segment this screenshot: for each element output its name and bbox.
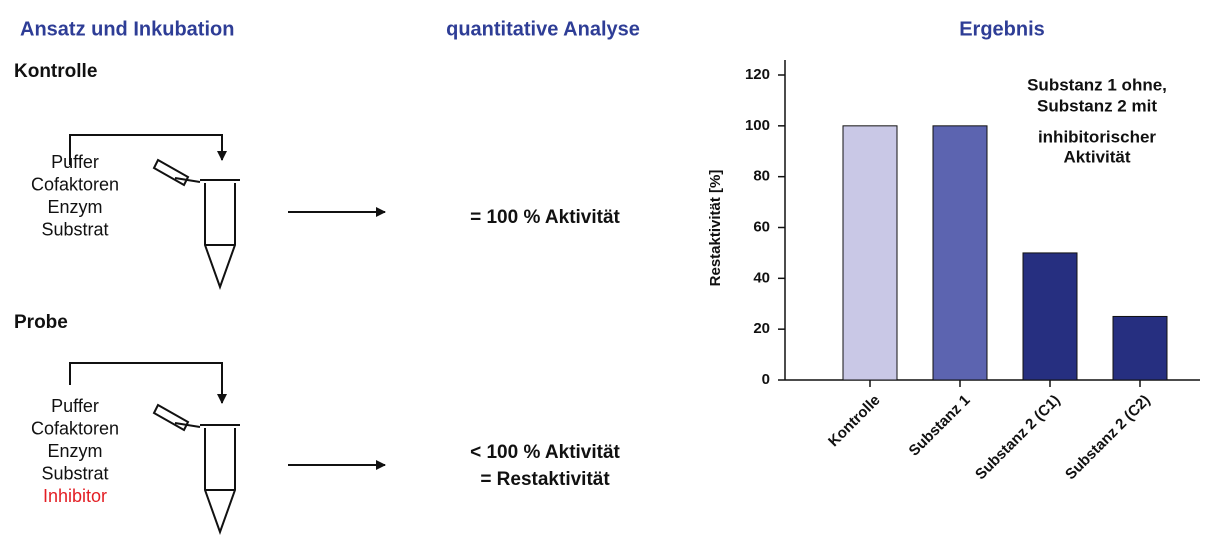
x-tick-label: Substanz 1 (906, 392, 974, 460)
result: = Restaktivität (480, 469, 610, 490)
header-middle: quantitative Analyse (446, 18, 640, 40)
ingredient: Cofaktoren (31, 174, 119, 194)
y-tick-label: 120 (745, 66, 770, 83)
annotation: Substanz 2 mit (1037, 96, 1157, 115)
header-left: Ansatz und Inkubation (20, 18, 234, 40)
bar (1022, 252, 1078, 381)
ingredient: Puffer (51, 396, 99, 416)
annotation: Substanz 1 ohne, (1027, 75, 1167, 94)
x-tick-label: Substanz 2 (C1) (972, 392, 1064, 484)
ingredient: Substrat (41, 463, 108, 483)
y-tick-label: 0 (762, 371, 770, 388)
bar (932, 125, 988, 381)
x-tick-label: Substanz 2 (C2) (1062, 392, 1154, 484)
annotation: Aktivität (1063, 147, 1130, 166)
bar (842, 125, 898, 381)
header-right: Ergebnis (959, 18, 1045, 40)
result: = 100 % Aktivität (470, 207, 620, 228)
y-tick-label: 80 (753, 168, 770, 185)
ingredient: Puffer (51, 152, 99, 172)
tube (153, 159, 241, 288)
sample-title: Probe (14, 312, 68, 333)
control-title: Kontrolle (14, 61, 97, 82)
y-tick-label: 40 (753, 269, 770, 286)
tube (153, 404, 241, 533)
y-tick-label: 60 (753, 218, 770, 235)
ingredient: Substrat (41, 219, 108, 239)
ingredient: Enzym (47, 197, 102, 217)
y-tick-label: 100 (745, 117, 770, 134)
ingredient: Enzym (47, 441, 102, 461)
flow-arrow (69, 362, 227, 404)
flow-arrow (69, 134, 227, 165)
y-axis-label: Restaktivität [%] (707, 170, 724, 287)
inhibitor: Inhibitor (43, 486, 107, 506)
x-tick-label: Kontrolle (825, 392, 884, 451)
annotation: inhibitorischer (1038, 127, 1156, 146)
y-tick-label: 20 (753, 320, 770, 337)
bar (1112, 315, 1168, 381)
result: < 100 % Aktivität (470, 442, 620, 463)
ingredient: Cofaktoren (31, 418, 119, 438)
